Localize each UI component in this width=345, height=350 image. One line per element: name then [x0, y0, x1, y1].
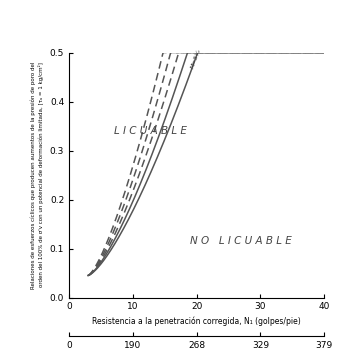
Text: L I C U A B L E: L I C U A B L E	[114, 126, 187, 136]
X-axis label: Resistencia a la penetración corregida, N₁ (golpes/pie): Resistencia a la penetración corregida, …	[92, 317, 301, 327]
Y-axis label: Relaciones de esfuerzos cíclicos que producen aumentos de la presión de poro del: Relaciones de esfuerzos cíclicos que pro…	[31, 61, 44, 289]
Text: N O   L I C U A B L E: N O L I C U A B L E	[190, 236, 292, 246]
Text: M=5¼: M=5¼	[190, 48, 202, 69]
